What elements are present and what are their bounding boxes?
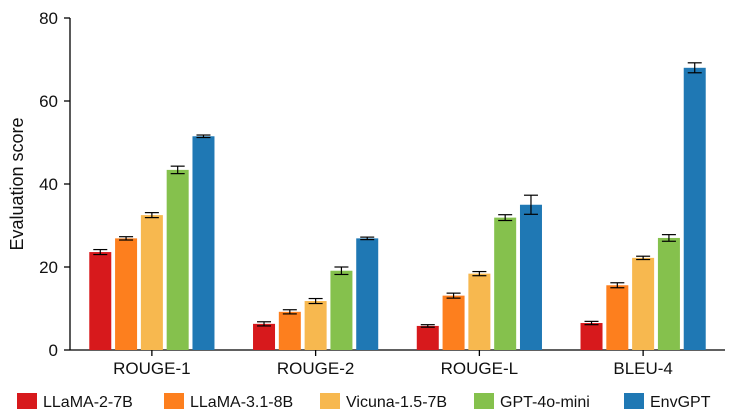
error-bar <box>170 165 185 175</box>
y-tick-label: 20 <box>39 258 58 277</box>
legend-label: EnvGPT <box>650 394 711 411</box>
y-tick-label: 40 <box>39 175 58 194</box>
error-bar <box>93 248 108 256</box>
bar-llama-2-7b-bleu-4 <box>580 323 603 350</box>
bar-vicuna-1-5-7b-bleu-4 <box>632 257 655 350</box>
error-bar <box>661 234 676 242</box>
error-bar <box>282 309 297 315</box>
bar-llama-3-1-8b-bleu-4 <box>606 285 629 350</box>
error-bar <box>472 270 487 277</box>
error-bar <box>196 134 211 139</box>
error-bar <box>687 62 702 74</box>
error-bar <box>334 266 349 276</box>
bar-llama-2-7b-rouge-2 <box>253 323 276 350</box>
error-bar <box>119 236 134 241</box>
bar-llama-3-1-8b-rouge-l <box>442 295 465 350</box>
bar-envgpt-rouge-1 <box>192 136 215 350</box>
x-tick-label: ROUGE-1 <box>113 359 190 378</box>
error-bar <box>610 282 625 289</box>
x-axis: ROUGE-1 ROUGE-2 ROUGE-L BLEU-4 <box>70 349 725 378</box>
error-bar <box>446 292 461 299</box>
x-tick-label: ROUGE-L <box>441 359 518 378</box>
error-bar <box>144 212 159 219</box>
y-axis: 0 20 40 60 80 <box>39 9 71 360</box>
bar-envgpt-bleu-4 <box>683 67 706 351</box>
bar-llama-3-1-8b-rouge-2 <box>278 311 301 350</box>
error-bar <box>308 297 323 305</box>
bar-envgpt-rouge-l <box>519 204 542 350</box>
legend-item: Vicuna-1.5-7B <box>320 393 447 411</box>
legend-label: Vicuna-1.5-7B <box>346 394 447 411</box>
bar-gpt-4o-mini-bleu-4 <box>657 237 680 350</box>
bar-vicuna-1-5-7b-rouge-2 <box>304 301 327 350</box>
legend-item: LLaMA-2-7B <box>17 393 133 411</box>
legend-swatch <box>624 393 644 409</box>
bar-gpt-4o-mini-rouge-1 <box>166 169 189 350</box>
error-bar <box>584 320 599 326</box>
legend: LLaMA-2-7B LLaMA-3.1-8B Vicuna-1.5-7B GPT-4… <box>17 393 711 411</box>
legend-label: LLaMA-3.1-8B <box>190 394 293 411</box>
y-tick-label: 60 <box>39 92 58 111</box>
legend-swatch <box>474 393 494 409</box>
error-bar <box>257 321 272 327</box>
error-bar <box>420 324 435 328</box>
bar-llama-2-7b-rouge-1 <box>89 252 112 350</box>
error-bar <box>636 255 651 261</box>
x-tick-label: BLEU-4 <box>613 359 673 378</box>
legend-item: LLaMA-3.1-8B <box>164 393 293 411</box>
y-tick-label: 80 <box>39 9 58 28</box>
bar-gpt-4o-mini-rouge-2 <box>330 270 353 350</box>
bar-envgpt-rouge-2 <box>356 238 379 350</box>
error-bar <box>498 214 513 222</box>
legend-label: LLaMA-2-7B <box>43 394 133 411</box>
legend-item: EnvGPT <box>624 393 711 411</box>
error-bar <box>523 194 538 215</box>
bar-vicuna-1-5-7b-rouge-1 <box>140 215 163 350</box>
x-tick-label: ROUGE-2 <box>277 359 354 378</box>
y-axis-title: Evaluation score <box>7 117 27 250</box>
bar-llama-2-7b-rouge-l <box>416 325 439 350</box>
legend-swatch <box>164 393 184 409</box>
bar-vicuna-1-5-7b-rouge-l <box>468 273 491 350</box>
bar-llama-3-1-8b-rouge-1 <box>115 238 138 350</box>
bar-gpt-4o-mini-rouge-l <box>494 217 517 350</box>
legend-swatch <box>320 393 340 409</box>
error-bar <box>360 236 375 241</box>
legend-swatch <box>17 393 37 409</box>
bars <box>89 62 706 351</box>
legend-item: GPT-4o-mini <box>474 393 590 411</box>
y-tick-label: 0 <box>49 341 58 360</box>
legend-label: GPT-4o-mini <box>500 394 590 411</box>
